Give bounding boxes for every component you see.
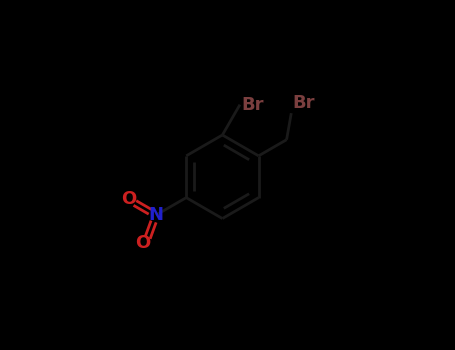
Text: N: N [148,206,163,224]
Text: O: O [121,190,136,208]
Text: Br: Br [293,94,315,112]
Text: O: O [135,234,150,252]
Text: Br: Br [241,96,264,114]
